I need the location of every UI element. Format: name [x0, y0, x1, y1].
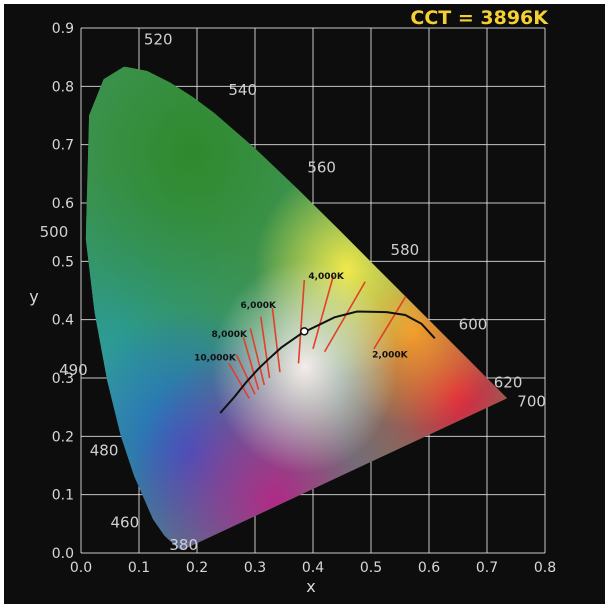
isotherm-line: [297, 279, 306, 364]
x-tick-label: 0.6: [418, 560, 440, 576]
y-tick-label: 0.6: [52, 196, 74, 212]
isotherm-line: [235, 354, 256, 395]
cct-label: 2,000K: [372, 351, 408, 361]
wavelength-label: 620: [494, 373, 523, 391]
y-tick-label: 0.9: [52, 21, 74, 37]
wavelength-label: 600: [459, 315, 488, 333]
wavelength-label: 490: [59, 361, 88, 379]
x-tick-label: 0.3: [244, 560, 266, 576]
cct-label: 10,000K: [194, 354, 237, 364]
y-tick-label: 0.2: [52, 429, 74, 445]
x-tick-label: 0.4: [302, 560, 324, 576]
y-tick-label: 0.5: [52, 254, 74, 270]
wavelength-label: 500: [40, 223, 69, 241]
x-tick-label: 0.1: [128, 560, 150, 576]
wavelength-label: 520: [144, 31, 173, 49]
y-tick-label: 0.7: [52, 138, 74, 154]
y-tick-label: 0.8: [52, 79, 74, 95]
wavelength-label: 700: [517, 392, 546, 410]
wavelength-label: 540: [228, 81, 257, 99]
x-tick-label: 0.2: [186, 560, 208, 576]
isotherm-lines: [228, 275, 407, 399]
x-tick-label: 0.5: [360, 560, 382, 576]
x-axis-title: x: [306, 577, 315, 596]
isotherm-line: [323, 281, 366, 353]
x-tick-label: 0.8: [534, 560, 556, 576]
wavelength-label: 460: [111, 514, 140, 532]
wavelength-label: 580: [391, 241, 420, 259]
cct-label: 8,000K: [212, 330, 248, 340]
x-tick-label: 0.0: [70, 560, 92, 576]
y-axis-title: y: [29, 287, 38, 306]
wavelength-label: 560: [307, 158, 336, 176]
isotherm-line: [373, 295, 407, 350]
wavelength-label: 380: [169, 536, 198, 554]
isotherm-line: [242, 336, 260, 390]
measured-point-marker: [300, 327, 309, 336]
y-tick-label: 0.0: [52, 546, 74, 562]
isotherm-line: [228, 363, 250, 399]
isotherm-line: [271, 307, 281, 373]
cct-label: 4,000K: [308, 272, 344, 282]
y-tick-label: 0.4: [52, 313, 74, 329]
x-axis-ticks: 0.0 0.1 0.2 0.3 0.4 0.5 0.6 0.7 0.8: [70, 560, 556, 576]
y-tick-label: 0.1: [52, 488, 74, 504]
cct-label: 6,000K: [241, 301, 277, 311]
cct-labels: 10,000K 8,000K 6,000K 4,000K 2,000K: [194, 272, 409, 364]
chart-title: CCT = 3896K: [410, 7, 549, 29]
isotherm-line: [249, 328, 266, 386]
y-tick-label: 0.3: [52, 371, 74, 387]
x-tick-label: 0.7: [476, 560, 498, 576]
isotherm-line: [260, 316, 271, 379]
wavelength-label: 480: [90, 441, 119, 459]
y-axis-ticks: 0.0 0.1 0.2 0.3 0.4 0.5 0.6 0.7 0.8 0.9: [52, 21, 74, 562]
isotherm-line: [312, 275, 335, 350]
